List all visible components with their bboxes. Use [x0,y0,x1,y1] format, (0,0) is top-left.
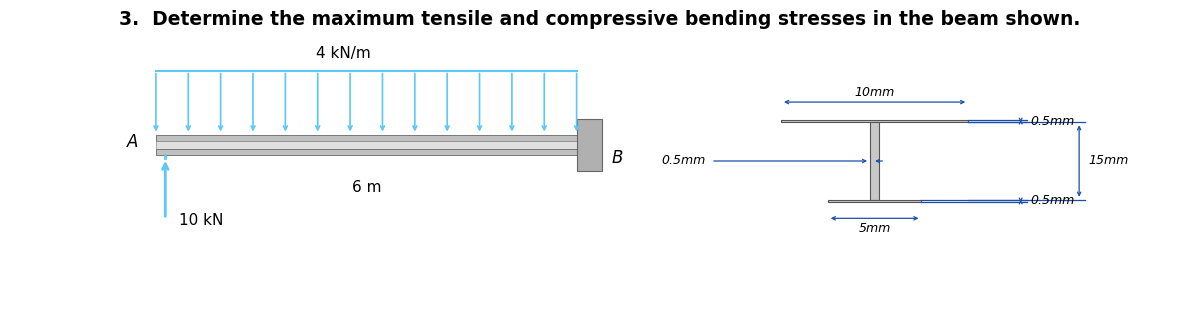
Text: B: B [612,149,623,167]
Text: 10mm: 10mm [854,86,895,99]
Text: 0.5mm: 0.5mm [1030,115,1074,128]
Bar [781,120,968,122]
Text: 0.5mm: 0.5mm [1030,194,1074,207]
Bar [156,149,577,155]
Bar [156,141,577,149]
Text: 4 kN/m: 4 kN/m [316,46,371,61]
Bar [870,122,880,200]
Text: 3.  Determine the maximum tensile and compressive bending stresses in the beam s: 3. Determine the maximum tensile and com… [119,10,1081,29]
Text: 0.5mm: 0.5mm [661,155,706,167]
Text: 6 m: 6 m [352,180,382,195]
Text: 15mm: 15mm [1088,155,1129,167]
Text: A: A [127,133,138,151]
Text: 10 kN: 10 kN [179,213,223,228]
Bar [828,200,922,202]
Bar [156,135,577,141]
Bar [577,119,602,171]
Text: 5mm: 5mm [858,222,890,234]
